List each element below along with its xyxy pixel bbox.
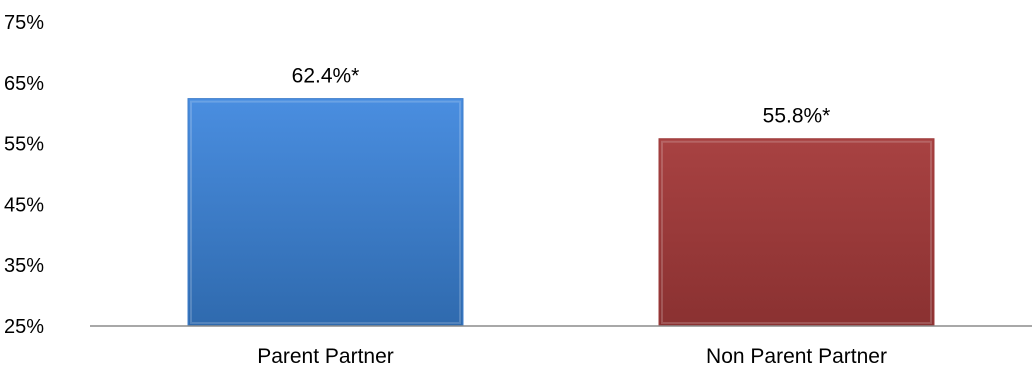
y-tick-label: 25% xyxy=(4,316,44,338)
data-label: 62.4%* xyxy=(292,65,360,88)
x-axis-labels: Parent Partner Non Parent Partner xyxy=(257,345,887,368)
data-label: 55.8%* xyxy=(763,105,831,128)
bar-bevel xyxy=(661,140,932,324)
y-tick-label: 75% xyxy=(4,12,44,34)
y-tick-label: 45% xyxy=(4,194,44,216)
bar-parent-partner xyxy=(187,98,464,327)
y-tick-label: 35% xyxy=(4,255,44,277)
y-axis-ticks: 25% 35% 45% 55% 65% 75% xyxy=(4,12,44,338)
x-category-label: Parent Partner xyxy=(257,345,394,368)
y-tick-label: 65% xyxy=(4,73,44,95)
bars xyxy=(187,98,935,327)
x-category-label: Non Parent Partner xyxy=(706,345,887,368)
data-labels: 62.4%* 55.8%* xyxy=(292,65,831,128)
y-tick-label: 55% xyxy=(4,134,44,156)
bar-non-parent-partner xyxy=(658,138,935,327)
bar-bevel xyxy=(190,100,461,324)
